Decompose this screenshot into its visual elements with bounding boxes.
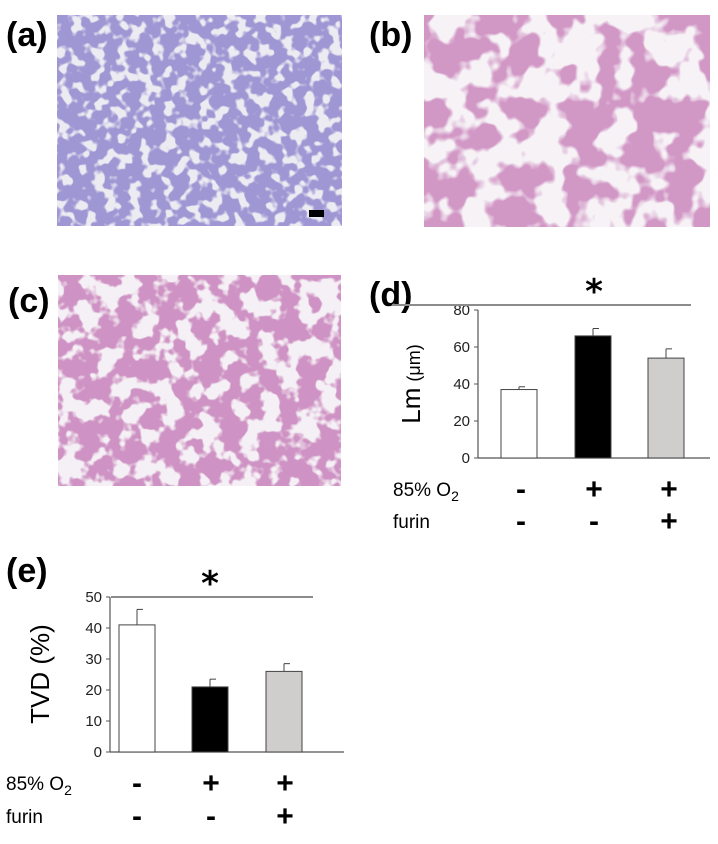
condition-label-text: 85% O bbox=[6, 774, 64, 795]
bar bbox=[191, 686, 229, 753]
y-tick-label: 30 bbox=[85, 651, 102, 668]
condition-label: furin bbox=[6, 807, 43, 828]
micrograph-c bbox=[58, 275, 341, 486]
y-tick-label: 80 bbox=[453, 302, 470, 319]
condition-label: 85% O2 bbox=[6, 774, 72, 798]
y-tick-label: 0 bbox=[94, 744, 102, 761]
y-tick-label: 40 bbox=[85, 620, 102, 637]
condition-label-subscript: 2 bbox=[64, 782, 72, 798]
panel-label-d: (d) bbox=[369, 276, 412, 314]
condition-sign: - bbox=[206, 800, 216, 833]
panel-label-a: (a) bbox=[6, 16, 48, 54]
y-axis-label: TVD (%) bbox=[25, 624, 55, 724]
condition-sign: + bbox=[660, 473, 678, 506]
y-tick-label: 20 bbox=[85, 682, 102, 699]
micrograph-a bbox=[57, 15, 342, 226]
y-tick-label: 60 bbox=[453, 339, 470, 356]
bar bbox=[118, 624, 156, 753]
condition-sign: + bbox=[585, 473, 603, 506]
condition-sign: - bbox=[589, 505, 599, 538]
condition-sign: - bbox=[516, 473, 526, 506]
condition-label: furin bbox=[393, 512, 430, 533]
condition-sign: + bbox=[202, 767, 220, 800]
y-tick-label: 50 bbox=[85, 589, 102, 606]
panel-label-b: (b) bbox=[369, 16, 412, 54]
significance-star: * bbox=[585, 272, 603, 312]
condition-sign: + bbox=[276, 767, 294, 800]
bar bbox=[574, 335, 612, 459]
significance-star: * bbox=[201, 564, 219, 604]
y-tick-label: 40 bbox=[453, 376, 470, 393]
condition-sign: + bbox=[276, 800, 294, 833]
panel-label-e: (e) bbox=[6, 552, 48, 590]
scale-bar bbox=[309, 210, 324, 217]
y-tick-label: 20 bbox=[453, 413, 470, 430]
condition-label-text: 85% O bbox=[393, 480, 451, 501]
y-axis-unit: (μm) bbox=[404, 344, 424, 381]
bar bbox=[647, 357, 685, 459]
panel-label-c: (c) bbox=[8, 282, 50, 320]
condition-label-text: furin bbox=[6, 807, 43, 828]
condition-label: 85% O2 bbox=[393, 480, 459, 504]
condition-label-subscript: 2 bbox=[451, 488, 459, 504]
y-axis-label: Lm (μm) bbox=[396, 344, 426, 423]
condition-sign: - bbox=[516, 505, 526, 538]
y-axis-label-text: Lm bbox=[396, 388, 426, 424]
condition-sign: - bbox=[132, 800, 142, 833]
bar bbox=[265, 670, 303, 753]
condition-sign: - bbox=[132, 767, 142, 800]
condition-sign: + bbox=[660, 505, 678, 538]
y-tick-label: 10 bbox=[85, 713, 102, 730]
y-tick-label: 0 bbox=[462, 450, 470, 467]
bar bbox=[500, 389, 538, 459]
y-axis-label-text: TVD (%) bbox=[25, 624, 55, 724]
micrograph-b bbox=[424, 15, 710, 227]
condition-label-text: furin bbox=[393, 512, 430, 533]
